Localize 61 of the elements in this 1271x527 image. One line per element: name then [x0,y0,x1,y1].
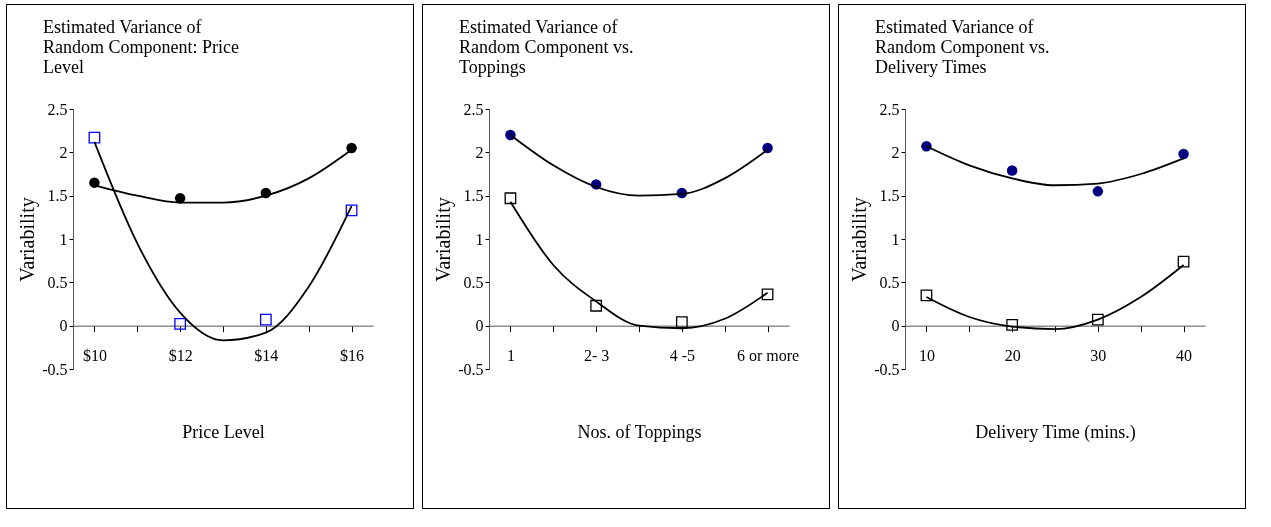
y-tick-label: 0 [59,317,68,335]
point [174,318,187,330]
y-tick-label: 2.5 [463,100,484,118]
point [259,313,272,326]
chart-title: Estimated Variance of Random Component vs. Delivery Times [875,17,1050,77]
y-tick-label: 1.5 [463,187,484,205]
x-tick-label: 6 or more [736,347,800,365]
point [88,131,101,144]
y-tick-label: -0.5 [874,360,900,378]
y-tick-label: 2 [475,143,484,161]
point [761,288,774,301]
point [345,204,358,217]
x-tick-label: 2- 3 [583,347,610,365]
y-tick-label: 1.5 [47,187,68,205]
y-tick-label: -0.5 [458,360,484,378]
x-tick-label: 40 [1176,347,1193,365]
y-tick-label: 0.5 [879,273,900,291]
x-tick-label: 10 [918,347,935,365]
x-tick-label: $14 [254,347,279,365]
point [174,193,186,204]
x-axis-title: Nos. of Toppings [577,422,702,443]
y-tick-label: 2.5 [879,100,900,118]
y-axis-title: Variability [432,197,456,282]
point [504,192,517,205]
point [1091,313,1104,326]
y-tick-label: 0 [475,317,484,335]
y-tick-label: 2 [891,143,900,161]
point [762,142,773,154]
y-tick-label: 0.5 [463,273,484,291]
y-tick-label: 0 [891,317,900,335]
point [89,177,100,188]
y-tick-label: 1 [475,230,484,248]
point [1177,255,1190,268]
x-tick-label: 30 [1090,347,1107,365]
point [1006,318,1019,331]
y-tick-label: 0.5 [47,273,68,291]
point [675,316,688,329]
point [1092,186,1104,197]
point [1178,148,1189,160]
x-axis-title: Price Level [182,422,265,443]
x-tick-label: 20 [1004,347,1021,365]
y-tick-label: 1 [59,230,68,248]
point [346,142,357,154]
x-tick-label: $12 [168,347,193,365]
point [590,299,603,312]
y-tick-label: 2.5 [47,100,68,118]
y-tick-label: 1.5 [879,187,900,205]
point [1006,165,1018,176]
x-axis-title: Delivery Time (mins.) [975,422,1136,444]
y-axis-title: Variability [16,197,40,282]
x-tick-label: $16 [340,347,365,365]
y-tick-label: -0.5 [42,360,68,378]
chart-title: Estimated Variance of Random Component vs. Toppings [459,17,634,77]
x-tick-label: $10 [82,347,107,365]
x-tick-label: 4 -5 [669,347,696,365]
x-tick-label: 1 [506,347,515,365]
point [920,289,933,302]
y-axis-title: Variability [848,197,872,282]
chart-title: Estimated Variance of Random Component: Price Level [43,17,239,77]
y-tick-label: 2 [59,143,68,161]
y-tick-label: 1 [891,230,900,248]
